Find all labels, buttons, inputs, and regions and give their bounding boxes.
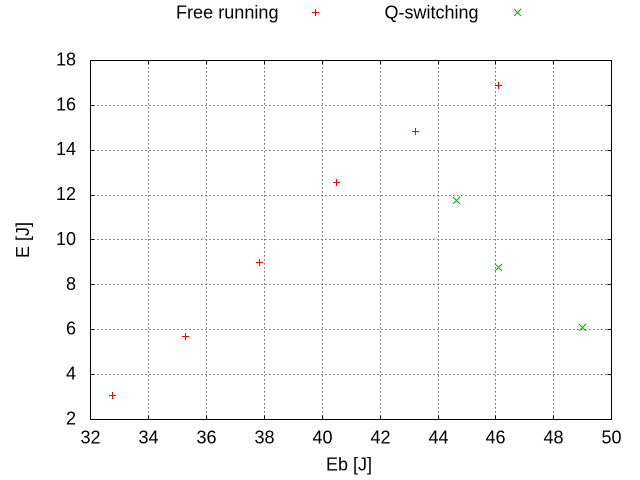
svg-text:8: 8 xyxy=(66,274,76,294)
svg-text:44: 44 xyxy=(428,428,448,448)
svg-text:10: 10 xyxy=(56,229,76,249)
svg-text:E [J]: E [J] xyxy=(13,222,33,258)
svg-text:16: 16 xyxy=(56,94,76,114)
svg-text:6: 6 xyxy=(66,319,76,339)
svg-text:12: 12 xyxy=(56,184,76,204)
svg-text:34: 34 xyxy=(138,428,158,448)
svg-text:Q-switching: Q-switching xyxy=(385,2,479,22)
svg-text:18: 18 xyxy=(56,49,76,69)
svg-text:4: 4 xyxy=(66,364,76,384)
svg-text:32: 32 xyxy=(80,428,100,448)
svg-text:36: 36 xyxy=(196,428,216,448)
svg-text:38: 38 xyxy=(254,428,274,448)
svg-text:50: 50 xyxy=(601,428,621,448)
svg-text:Eb [J]: Eb [J] xyxy=(326,455,372,475)
svg-text:40: 40 xyxy=(312,428,332,448)
svg-text:48: 48 xyxy=(543,428,563,448)
svg-text:42: 42 xyxy=(370,428,390,448)
svg-text:14: 14 xyxy=(56,139,76,159)
svg-text:46: 46 xyxy=(485,428,505,448)
svg-text:2: 2 xyxy=(66,408,76,428)
svg-text:Free running: Free running xyxy=(176,2,279,22)
